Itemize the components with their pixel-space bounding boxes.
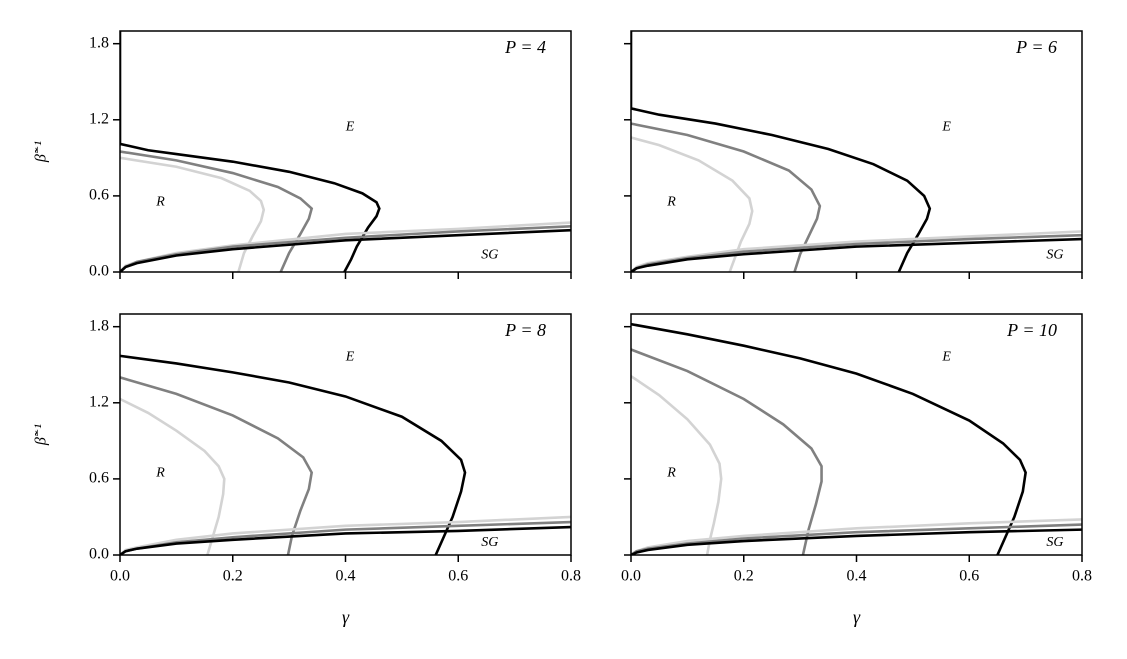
- region-label: R: [666, 194, 676, 209]
- y-tick-label: 1.2: [89, 110, 109, 127]
- panel-label: P = 10: [1006, 320, 1057, 340]
- y-tick-label: 1.2: [89, 393, 109, 410]
- curve: [120, 354, 467, 555]
- y-tick-label: 0.6: [89, 187, 109, 204]
- axes-frame: [630, 30, 1083, 273]
- region-label: SG: [1046, 247, 1063, 262]
- panel-label: P = 8: [504, 320, 546, 340]
- curve: [120, 397, 226, 555]
- curve: [631, 31, 932, 272]
- y-tick-label: 1.8: [89, 34, 109, 51]
- region-label: R: [155, 194, 165, 209]
- region-label: SG: [481, 535, 498, 550]
- y-tick-label: 1.8: [89, 317, 109, 334]
- y-axis-label: β̃⁻¹: [33, 141, 50, 163]
- x-tick-label: 0.4: [336, 568, 356, 585]
- curve: [120, 31, 381, 272]
- curve: [120, 376, 314, 555]
- panel: 0.0 0.2 0.4 0.6 0.8 0.0 0.6 1.2 1.8 P = 8 E R SG β̃⁻¹…: [33, 313, 581, 627]
- y-tick-label: 0.0: [89, 263, 109, 280]
- x-tick-label: 0.8: [561, 568, 581, 585]
- x-axis-label: γ: [853, 607, 861, 627]
- y-axis-label: β̃⁻¹: [33, 424, 50, 446]
- region-label: E: [345, 120, 355, 135]
- y-tick-label: 0.0: [89, 546, 109, 563]
- curve: [631, 322, 1027, 555]
- x-tick-label: 0.0: [110, 568, 130, 585]
- curve: [631, 375, 723, 555]
- x-tick-label: 0.2: [223, 568, 243, 585]
- region-label: SG: [1046, 535, 1063, 550]
- x-tick-label: 0.6: [959, 568, 979, 585]
- curve: [120, 515, 571, 555]
- region-label: E: [941, 350, 951, 365]
- x-tick-label: 0.4: [847, 568, 867, 585]
- region-label: E: [345, 350, 355, 365]
- curve: [631, 237, 1082, 272]
- x-tick-label: 0.0: [621, 568, 641, 585]
- curve: [631, 348, 823, 555]
- panel-label: P = 6: [1015, 37, 1057, 57]
- panel-label: P = 4: [504, 37, 546, 57]
- region-label: E: [941, 120, 951, 135]
- curve: [120, 525, 571, 555]
- x-axis-label: γ: [342, 607, 350, 627]
- x-tick-label: 0.8: [1072, 568, 1092, 585]
- region-label: R: [666, 465, 676, 480]
- panel: P = 6 E R SG: [624, 30, 1083, 279]
- x-tick-label: 0.6: [448, 568, 468, 585]
- x-tick-label: 0.2: [734, 568, 754, 585]
- panel: 0.0 0.2 0.4 0.6 0.8 P = 10 E R SG γ: [621, 313, 1092, 627]
- curve: [631, 528, 1082, 555]
- y-tick-label: 0.6: [89, 470, 109, 487]
- region-label: SG: [481, 247, 498, 262]
- panel: 0.0 0.6 1.2 1.8 P = 4 E R SG β̃⁻¹: [33, 30, 572, 280]
- curve: [120, 228, 571, 272]
- region-label: R: [155, 465, 165, 480]
- axes-frame: [119, 30, 572, 273]
